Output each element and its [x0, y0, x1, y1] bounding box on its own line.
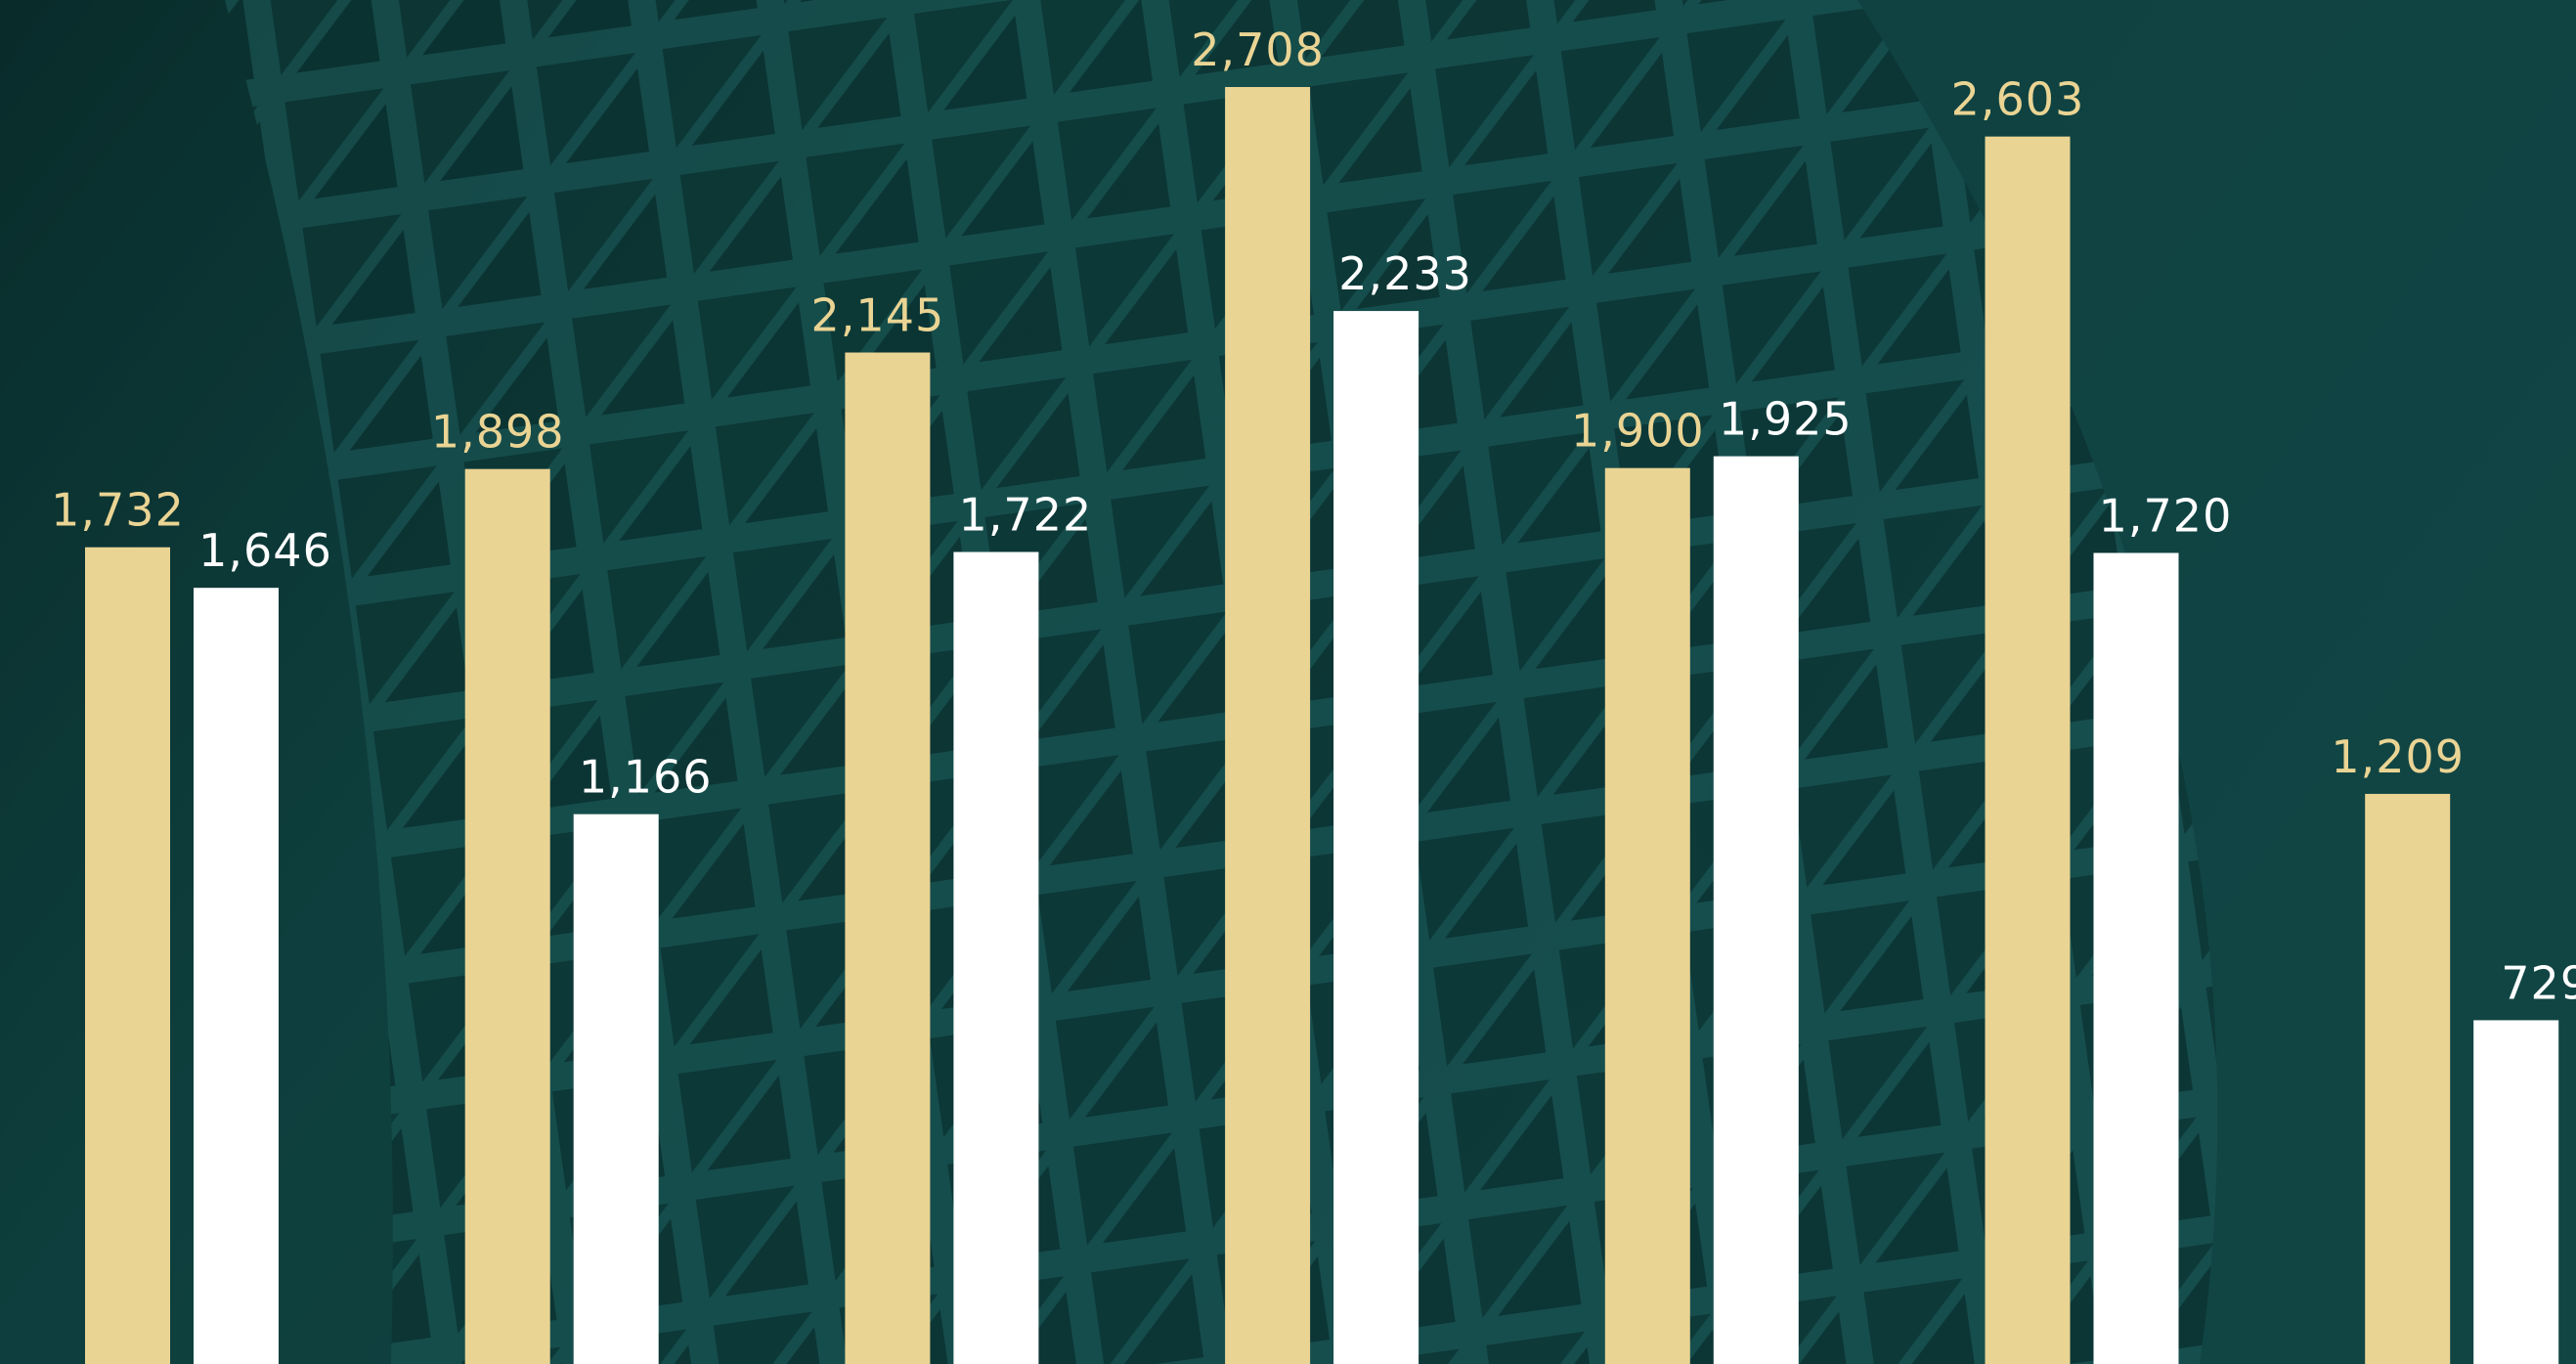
bar [1333, 311, 1419, 1364]
bar [2473, 1020, 2559, 1364]
bar [194, 588, 279, 1364]
value-label: 2,603 [1951, 73, 2085, 126]
bar [1225, 87, 1311, 1364]
bar [1604, 467, 1690, 1364]
value-label: 729 [2501, 956, 2576, 1009]
value-label: 1,722 [959, 489, 1093, 542]
bar [573, 814, 659, 1364]
value-label: 1,720 [2099, 489, 2233, 542]
bar [85, 547, 170, 1364]
value-label: 1,898 [431, 406, 565, 459]
value-label: 1,646 [198, 524, 332, 577]
value-label: 1,166 [579, 751, 713, 804]
bar [464, 468, 550, 1364]
value-label: 1,900 [1571, 405, 1705, 458]
value-label: 2,233 [1338, 247, 1472, 300]
bar [1713, 456, 1799, 1364]
value-label: 2,145 [811, 289, 945, 342]
value-label: 1,732 [51, 484, 185, 537]
value-label: 1,209 [2331, 730, 2465, 783]
bar [1985, 136, 2071, 1364]
bar [953, 551, 1039, 1364]
bar [2365, 793, 2451, 1364]
bar [2093, 552, 2179, 1364]
value-label: 1,925 [1719, 393, 1853, 446]
value-label: 2,708 [1191, 23, 1325, 76]
bar [845, 352, 931, 1364]
